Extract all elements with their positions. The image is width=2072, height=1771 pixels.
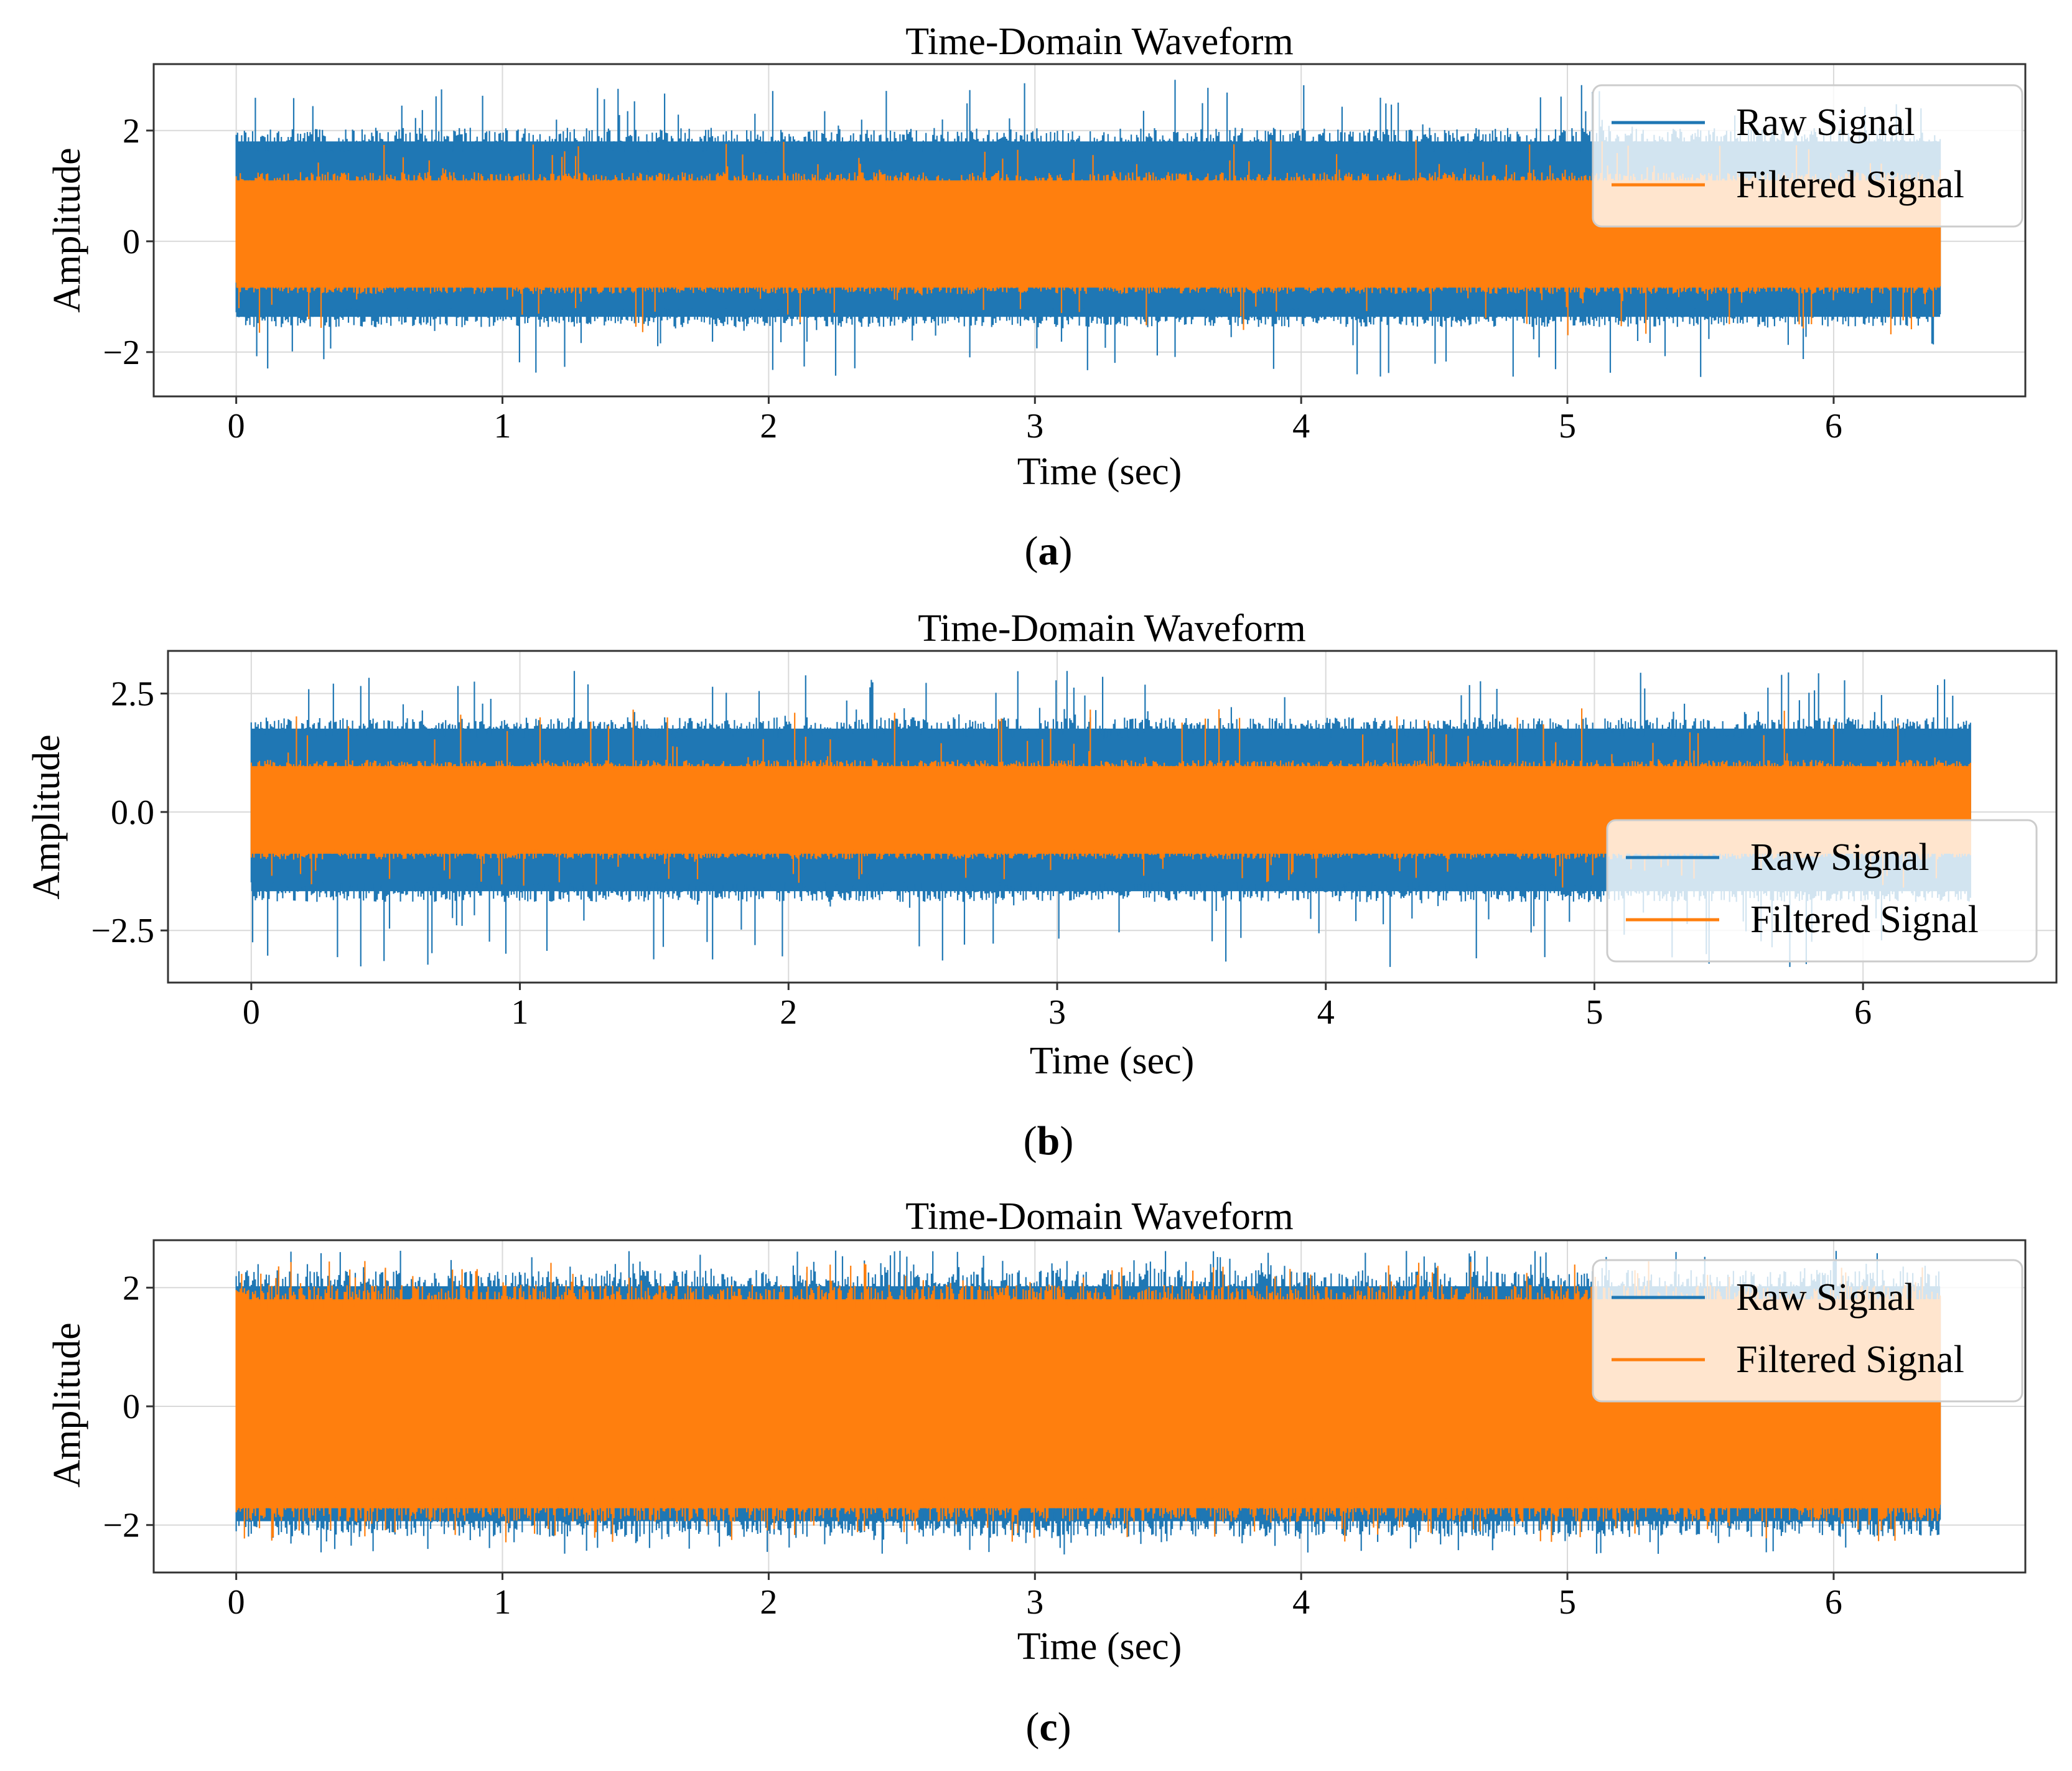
x-tick-label: 6 [1825, 1583, 1842, 1622]
x-axis-ticks: 0 1 2 3 4 5 6 [243, 983, 1872, 1032]
y-tick-label: 2.5 [111, 675, 154, 714]
legend-raw-label: Raw Signal [1736, 1276, 1915, 1319]
x-axis-label: Time (sec) [1017, 1625, 1182, 1668]
x-tick-label: 3 [1026, 407, 1043, 446]
legend-filtered-label: Filtered Signal [1736, 1339, 1964, 1381]
legend-filtered-label: Filtered Signal [1750, 899, 1979, 941]
chart-title: Time-Domain Waveform [918, 607, 1306, 650]
x-axis-ticks: 0 1 2 3 4 5 6 [228, 396, 1842, 446]
legend: Raw Signal Filtered Signal [1606, 819, 2038, 963]
y-tick-label: −2.5 [91, 912, 154, 950]
x-tick-label: 5 [1585, 993, 1603, 1032]
plot-frame [152, 63, 2027, 398]
x-tick-label: 3 [1026, 1583, 1043, 1622]
x-tick-label: 2 [760, 407, 777, 446]
x-tick-label: 1 [494, 407, 511, 446]
y-axis-ticks: −2 0 2 [103, 1269, 154, 1545]
y-tick-label: −2 [103, 334, 140, 372]
y-tick-label: −2 [103, 1507, 140, 1545]
panel-caption: (b) [1024, 1118, 1074, 1164]
legend-box [1606, 819, 2038, 963]
legend-filtered-label: Filtered Signal [1736, 164, 1964, 206]
legend: Raw Signal Filtered Signal [1592, 1259, 2023, 1403]
x-tick-label: 6 [1854, 993, 1872, 1032]
y-tick-label: 0 [123, 1388, 140, 1426]
y-tick-label: 0 [123, 223, 140, 261]
x-tick-label: 4 [1317, 993, 1335, 1032]
x-axis-ticks: 0 1 2 3 4 5 6 [228, 1572, 1842, 1622]
x-tick-label: 5 [1559, 1583, 1576, 1622]
waveform-trace [235, 139, 1941, 335]
x-axis-label: Time (sec) [1017, 451, 1182, 493]
x-tick-label: 6 [1825, 407, 1842, 446]
panel-caption: (c) [1025, 1704, 1071, 1750]
y-axis-label: Amplitude [46, 147, 88, 312]
waveform-trace [250, 708, 1971, 888]
y-axis-ticks: −2.5 0.0 2.5 [91, 675, 168, 950]
x-tick-label: 0 [228, 1583, 245, 1622]
x-tick-label: 2 [760, 1583, 777, 1622]
y-tick-label: 2 [123, 112, 140, 151]
panel-c: Time-Domain Waveform 0 1 2 3 4 5 6 −2 0 2 Time (… [46, 1195, 2027, 1750]
x-tick-label: 2 [780, 993, 797, 1032]
y-tick-label: 2 [123, 1269, 140, 1307]
x-tick-label: 3 [1048, 993, 1066, 1032]
legend-box [1592, 1259, 2023, 1403]
chart-title: Time-Domain Waveform [905, 1195, 1294, 1238]
y-axis-label: Amplitude [46, 1322, 88, 1487]
y-axis-label: Amplitude [26, 734, 68, 899]
panel-caption: (a) [1025, 528, 1073, 574]
x-tick-label: 0 [243, 993, 260, 1032]
legend-raw-label: Raw Signal [1750, 836, 1930, 879]
plot-frame [167, 650, 2058, 984]
x-tick-label: 4 [1292, 407, 1310, 446]
legend-box [1592, 84, 2023, 228]
legend-raw-label: Raw Signal [1736, 101, 1915, 144]
chart-title: Time-Domain Waveform [905, 21, 1294, 63]
x-tick-label: 4 [1292, 1583, 1310, 1622]
panel-a: Time-Domain Waveform 0 1 2 3 4 5 6 −2 0 2 Time (… [46, 21, 2027, 574]
y-axis-ticks: −2 0 2 [103, 112, 154, 372]
y-tick-label: 0.0 [111, 793, 154, 832]
x-tick-label: 1 [511, 993, 529, 1032]
x-tick-label: 0 [228, 407, 245, 446]
legend: Raw Signal Filtered Signal [1592, 84, 2023, 228]
x-axis-label: Time (sec) [1030, 1040, 1195, 1082]
x-tick-label: 5 [1559, 407, 1576, 446]
x-tick-label: 1 [494, 1583, 511, 1622]
